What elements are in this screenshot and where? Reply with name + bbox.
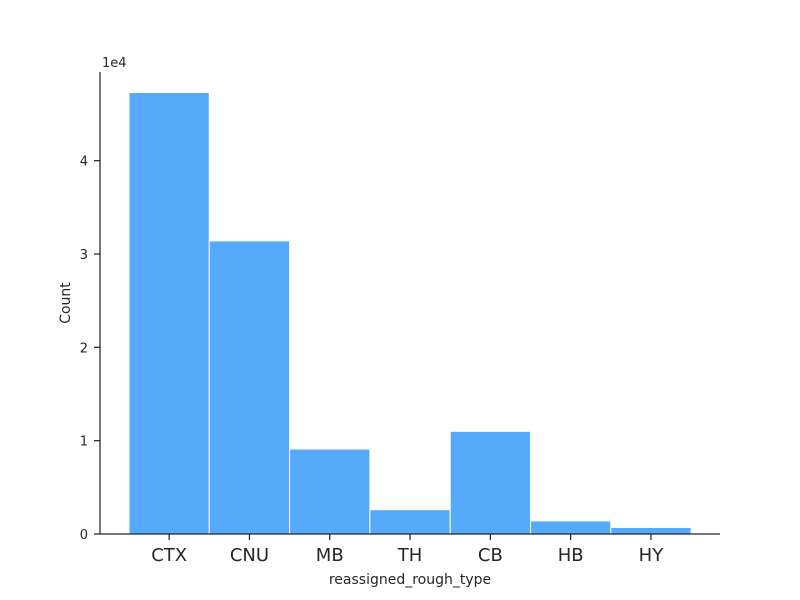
bar-cnu xyxy=(208,240,291,535)
y-axis-title: Count xyxy=(58,282,74,324)
bar-cb xyxy=(449,430,532,535)
bar-th xyxy=(369,509,451,535)
x-axis-title: reassigned_rough_type xyxy=(329,572,491,588)
x-tick-label-th: TH xyxy=(397,545,423,566)
y-tick-label: 1 xyxy=(80,435,88,450)
x-ticks-group: CTX CNU MB TH CB HB HY xyxy=(151,534,664,566)
y-offset-label: 1e4 xyxy=(102,56,127,71)
x-tick-label-hy: HY xyxy=(639,545,665,566)
x-tick-label-ctx: CTX xyxy=(151,545,187,566)
y-tick-label: 4 xyxy=(80,155,88,170)
x-tick-label-hb: HB xyxy=(558,545,584,566)
x-tick-label-cnu: CNU xyxy=(230,545,269,566)
y-tick-label: 3 xyxy=(80,248,88,263)
bar-hy xyxy=(610,526,692,535)
y-ticks-group: 0 1 2 3 4 xyxy=(80,155,100,543)
x-tick-label-mb: MB xyxy=(316,545,344,566)
x-tick-label-cb: CB xyxy=(478,545,503,566)
y-tick-label: 2 xyxy=(80,341,88,356)
bars-group xyxy=(128,92,692,535)
y-tick-label: 0 xyxy=(80,528,88,543)
bar-mb xyxy=(289,448,371,535)
bar-ctx xyxy=(128,92,210,535)
bar-hb xyxy=(530,520,612,535)
